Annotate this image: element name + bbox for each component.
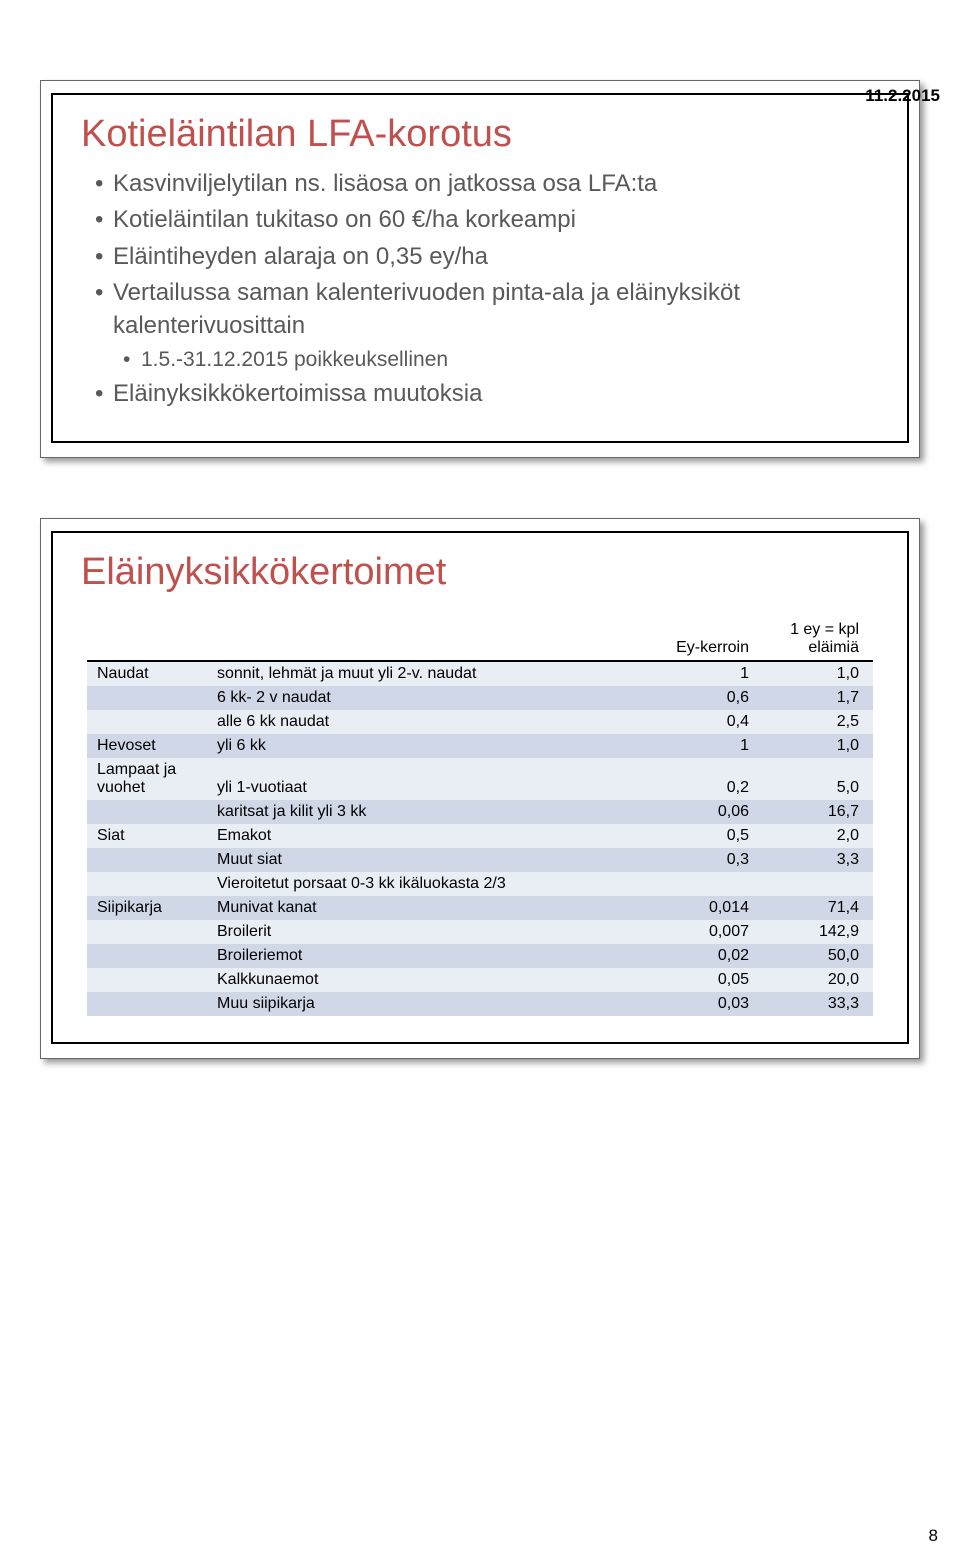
row-category: Hevoset: [87, 734, 207, 758]
row-category: [87, 992, 207, 1016]
row-ey: 0,03: [653, 992, 763, 1016]
row-desc: yli 1-vuotiaat: [207, 758, 653, 800]
th-kpl: 1 ey = kpl eläimiä: [763, 618, 873, 661]
table-row: Vieroitetut porsaat 0-3 kk ikäluokasta 2…: [87, 872, 873, 896]
row-ey: [653, 872, 763, 896]
table-row: Muut siat0,33,3: [87, 848, 873, 872]
row-category: [87, 710, 207, 734]
row-desc: yli 6 kk: [207, 734, 653, 758]
row-desc: Muut siat: [207, 848, 653, 872]
table-row: Muu siipikarja0,0333,3: [87, 992, 873, 1016]
row-kpl: 5,0: [763, 758, 873, 800]
row-kpl: 33,3: [763, 992, 873, 1016]
row-category: [87, 944, 207, 968]
table-row: Lampaat ja vuohetyli 1-vuotiaat0,25,0: [87, 758, 873, 800]
row-desc: 6 kk- 2 v naudat: [207, 686, 653, 710]
bullet: Kasvinviljelytilan ns. lisäosa on jatkos…: [95, 168, 879, 200]
table-row: SiipikarjaMunivat kanat0,01471,4: [87, 896, 873, 920]
row-desc: Broilerit: [207, 920, 653, 944]
slide-2-title: Eläinyksikkökertoimet: [53, 533, 907, 618]
row-desc: Muu siipikarja: [207, 992, 653, 1016]
table-row: Kalkkunaemot0,0520,0: [87, 968, 873, 992]
row-desc: sonnit, lehmät ja muut yli 2-v. naudat: [207, 661, 653, 686]
row-ey: 0,007: [653, 920, 763, 944]
row-desc: Broileriemot: [207, 944, 653, 968]
row-category: Siipikarja: [87, 896, 207, 920]
row-kpl: 71,4: [763, 896, 873, 920]
row-ey: 0,05: [653, 968, 763, 992]
row-category: [87, 686, 207, 710]
row-ey: 0,014: [653, 896, 763, 920]
row-ey: 0,4: [653, 710, 763, 734]
th-blank: [207, 618, 653, 661]
slide-1: Kotieläintilan LFA-korotus Kasvinviljely…: [40, 80, 920, 458]
row-kpl: 1,0: [763, 661, 873, 686]
row-desc: Munivat kanat: [207, 896, 653, 920]
row-ey: 0,5: [653, 824, 763, 848]
row-desc: karitsat ja kilit yli 3 kk: [207, 800, 653, 824]
row-kpl: 1,0: [763, 734, 873, 758]
row-desc: Vieroitetut porsaat 0-3 kk ikäluokasta 2…: [207, 872, 653, 896]
slide-2: Eläinyksikkökertoimet Ey-kerroin 1 ey = …: [40, 518, 920, 1059]
row-kpl: 16,7: [763, 800, 873, 824]
bullet: Kotieläintilan tukitaso on 60 €/ha korke…: [95, 204, 879, 236]
table-row: Broilerit0,007142,9: [87, 920, 873, 944]
bullet: Eläinyksikkökertoimissa muutoksia: [95, 378, 879, 410]
slide-2-frame: Eläinyksikkökertoimet Ey-kerroin 1 ey = …: [51, 531, 909, 1044]
row-kpl: 2,5: [763, 710, 873, 734]
table-row: 6 kk- 2 v naudat0,61,7: [87, 686, 873, 710]
table-row: SiatEmakot0,52,0: [87, 824, 873, 848]
ey-table: Ey-kerroin 1 ey = kpl eläimiä Naudatsonn…: [87, 618, 873, 1016]
table-row: Hevosetyli 6 kk11,0: [87, 734, 873, 758]
sub-bullet: 1.5.-31.12.2015 poikkeuksellinen: [123, 346, 879, 374]
row-desc: alle 6 kk naudat: [207, 710, 653, 734]
row-category: Siat: [87, 824, 207, 848]
row-ey: 1: [653, 734, 763, 758]
row-kpl: 2,0: [763, 824, 873, 848]
row-category: [87, 872, 207, 896]
slide-1-bullets: Kasvinviljelytilan ns. lisäosa on jatkos…: [53, 164, 907, 441]
row-ey: 0,6: [653, 686, 763, 710]
th-ey: Ey-kerroin: [653, 618, 763, 661]
row-kpl: [763, 872, 873, 896]
table-row: Broileriemot0,0250,0: [87, 944, 873, 968]
row-ey: 0,06: [653, 800, 763, 824]
th-blank: [87, 618, 207, 661]
row-ey: 0,02: [653, 944, 763, 968]
slide-1-title: Kotieläintilan LFA-korotus: [53, 95, 907, 164]
row-desc: Kalkkunaemot: [207, 968, 653, 992]
page-date: 11.2.2015: [865, 86, 940, 106]
bullet: Vertailussa saman kalenterivuoden pinta-…: [95, 277, 879, 342]
row-ey: 0,2: [653, 758, 763, 800]
row-category: Naudat: [87, 661, 207, 686]
table-row: alle 6 kk naudat0,42,5: [87, 710, 873, 734]
table-row: karitsat ja kilit yli 3 kk0,0616,7: [87, 800, 873, 824]
row-kpl: 50,0: [763, 944, 873, 968]
slide-1-frame: Kotieläintilan LFA-korotus Kasvinviljely…: [51, 93, 909, 443]
row-kpl: 1,7: [763, 686, 873, 710]
row-category: Lampaat ja vuohet: [87, 758, 207, 800]
table-row: Naudatsonnit, lehmät ja muut yli 2-v. na…: [87, 661, 873, 686]
row-category: [87, 848, 207, 872]
row-desc: Emakot: [207, 824, 653, 848]
row-category: [87, 968, 207, 992]
row-ey: 0,3: [653, 848, 763, 872]
bullet: Eläintiheyden alaraja on 0,35 ey/ha: [95, 241, 879, 273]
row-kpl: 3,3: [763, 848, 873, 872]
row-category: [87, 800, 207, 824]
row-kpl: 142,9: [763, 920, 873, 944]
row-category: [87, 920, 207, 944]
row-kpl: 20,0: [763, 968, 873, 992]
page-number: 8: [929, 1526, 938, 1546]
row-ey: 1: [653, 661, 763, 686]
